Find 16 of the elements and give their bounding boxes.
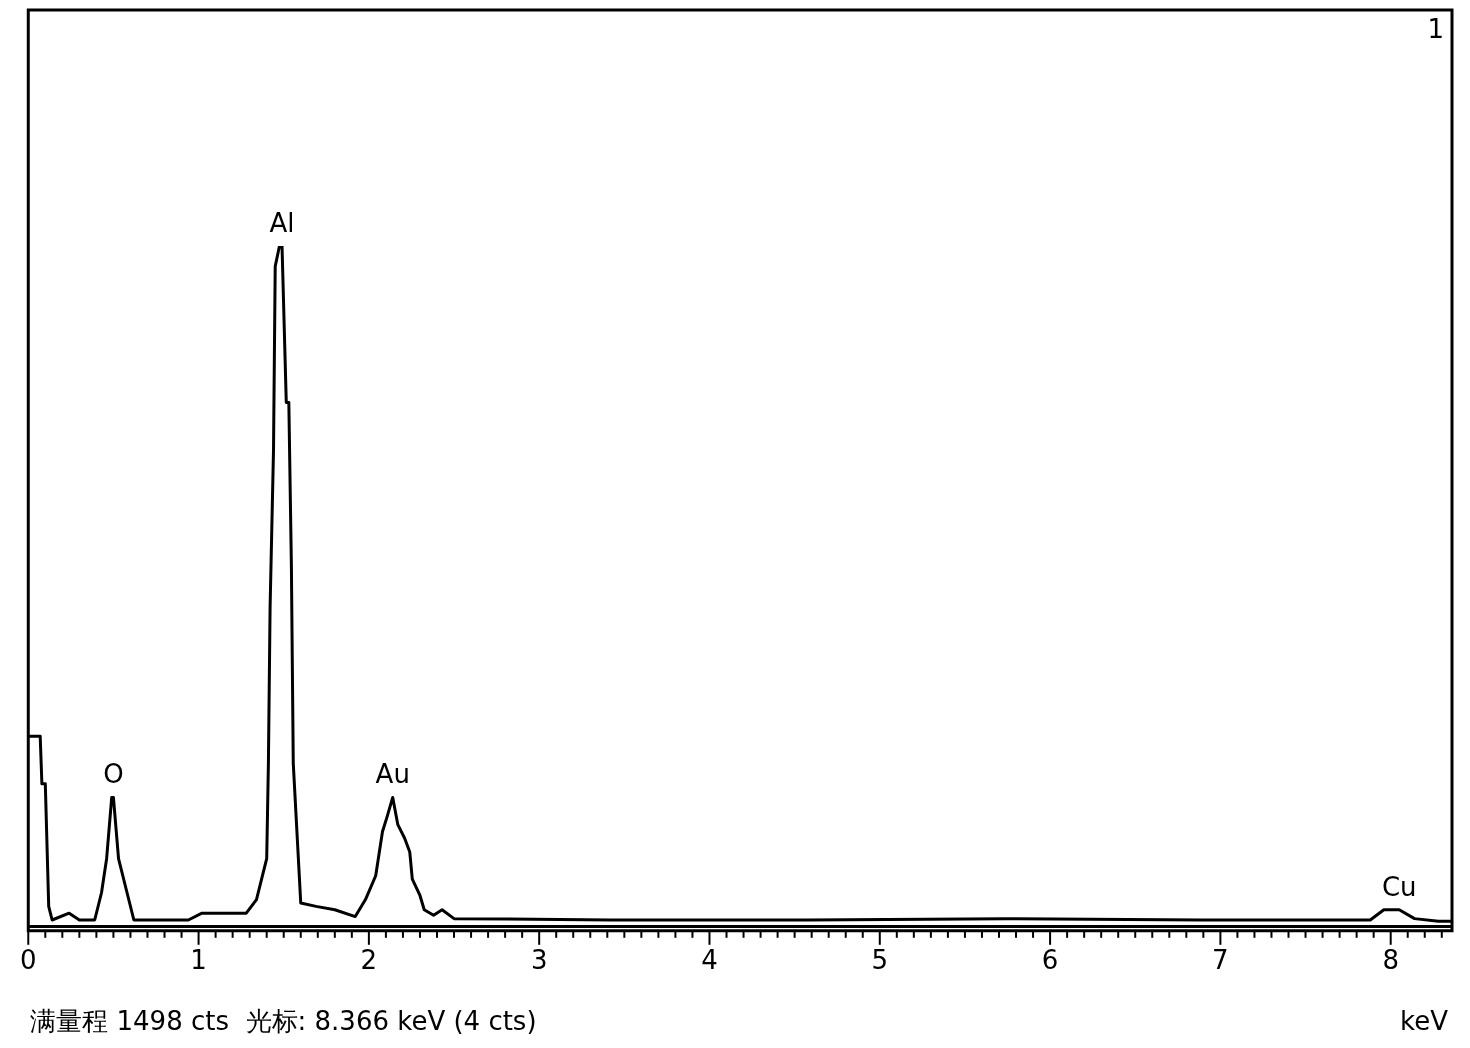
x-axis-title: keV <box>1400 1006 1449 1036</box>
text: 1 <box>1427 13 1444 44</box>
annotation: Au <box>375 759 410 790</box>
x-tick-label: 4 <box>701 945 718 976</box>
x-tick-label: 0 <box>20 945 37 976</box>
x-tick-label: 2 <box>360 945 378 976</box>
x-tick-label: 7 <box>1212 945 1229 976</box>
x-tick-label: 1 <box>190 945 207 976</box>
x-tick-label: 3 <box>530 945 548 976</box>
x-tick-label: 5 <box>871 945 889 976</box>
x-tick-label: 8 <box>1382 945 1399 976</box>
annotation: O <box>103 759 124 790</box>
annotation: Al <box>269 207 295 238</box>
text: 满量程 1498 cts 光标: 8.366 keV (4 cts) <box>30 1006 537 1036</box>
annotation: Cu <box>1381 871 1417 902</box>
x-tick-label: 6 <box>1041 945 1059 976</box>
